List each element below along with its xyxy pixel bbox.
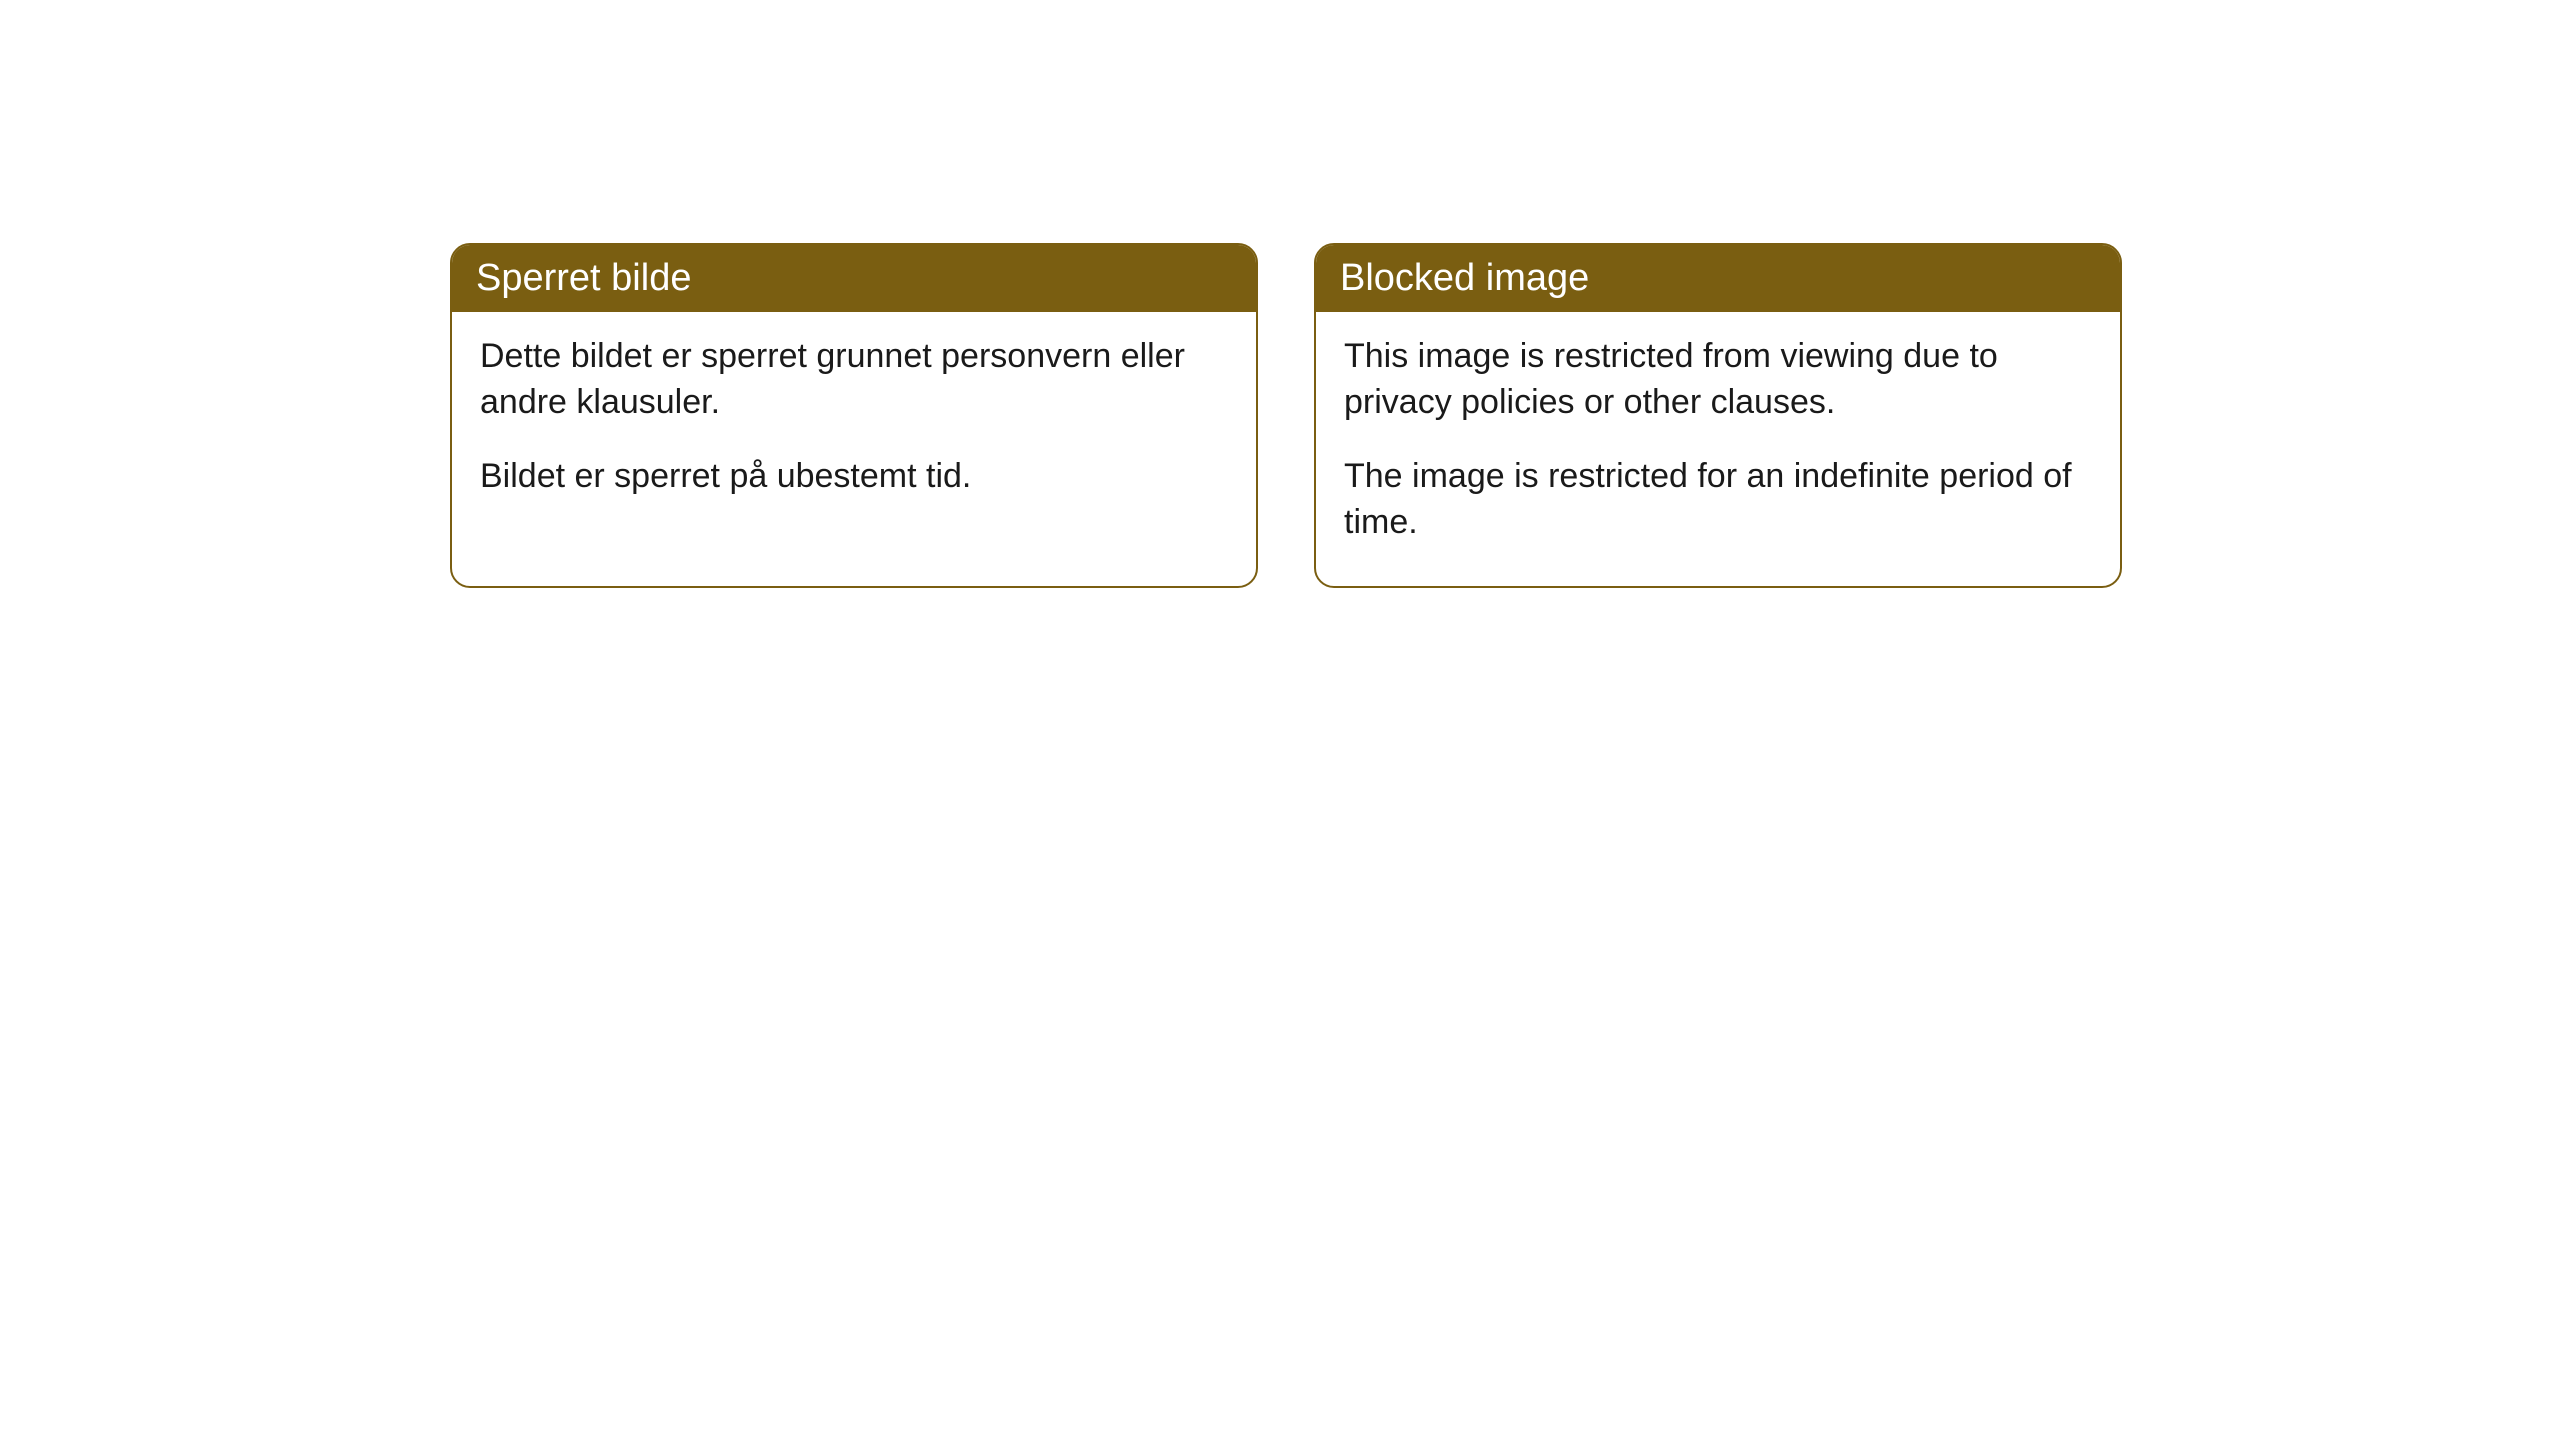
notice-title-right: Blocked image (1340, 257, 1589, 299)
notice-title-left: Sperret bilde (476, 257, 691, 299)
notice-body-left: Dette bildet er sperret grunnet personve… (452, 312, 1256, 540)
notice-card-left: Sperret bilde Dette bildet er sperret gr… (450, 243, 1258, 588)
notice-card-right: Blocked image This image is restricted f… (1314, 243, 2122, 588)
notice-paragraph: The image is restricted for an indefinit… (1344, 454, 2092, 546)
notice-header-right: Blocked image (1316, 245, 2120, 312)
notice-header-left: Sperret bilde (452, 245, 1256, 312)
notice-body-right: This image is restricted from viewing du… (1316, 312, 2120, 586)
notice-paragraph: Dette bildet er sperret grunnet personve… (480, 334, 1228, 426)
notice-paragraph: Bildet er sperret på ubestemt tid. (480, 454, 1228, 500)
notice-container: Sperret bilde Dette bildet er sperret gr… (0, 0, 2560, 588)
notice-paragraph: This image is restricted from viewing du… (1344, 334, 2092, 426)
